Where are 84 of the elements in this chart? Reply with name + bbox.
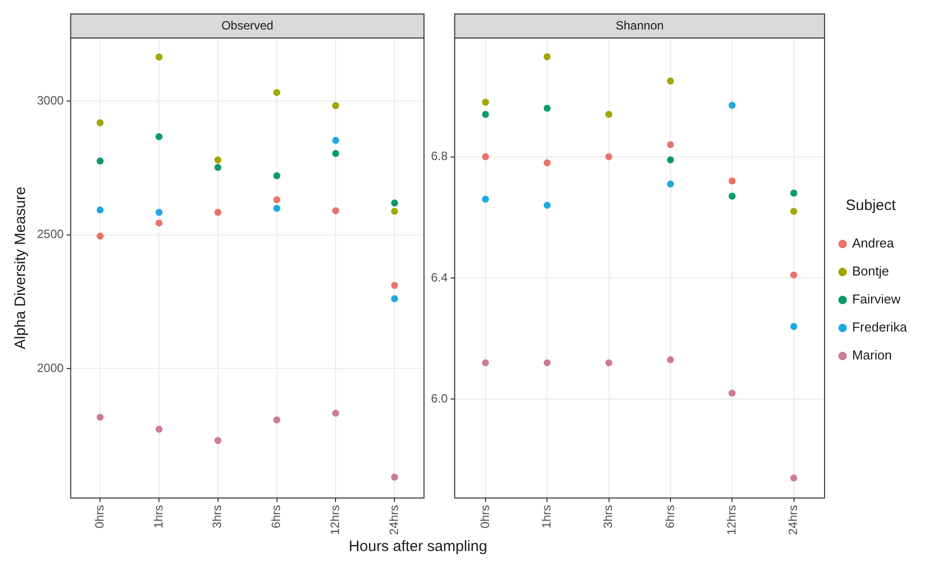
point [391,282,398,289]
point [605,110,612,118]
point [156,53,163,60]
point [544,53,551,60]
x-tick-label: 0hrs [92,504,106,528]
x-tick-label: 1hrs [151,504,166,528]
point [728,178,736,185]
x-tick-label: 3hrs [210,504,224,528]
point [214,164,222,171]
x-axis-title: Hours after sampling [348,538,488,555]
point [666,156,674,164]
point [273,172,280,180]
legend-label: Andrea [852,236,895,251]
point [790,208,798,215]
y-tick-label: 3000 [36,93,64,108]
point [332,207,340,214]
y-tick-label: 6.8 [430,149,448,164]
point [544,359,551,366]
x-tick-label: 24hrs [386,504,401,536]
point [482,196,490,203]
point [391,474,398,481]
point [391,295,398,302]
point [666,141,674,148]
point [482,98,490,106]
legend-label: Fairview [852,292,902,307]
point [605,359,612,366]
point [544,159,551,166]
legend-label: Marion [852,348,892,363]
point [728,192,736,200]
point [96,119,104,126]
point [332,150,340,158]
point [482,153,490,160]
point [96,414,104,421]
point [666,78,674,85]
x-tick-label: 6hrs [662,504,677,528]
point [391,208,398,215]
x-tick-label: 12hrs [724,504,738,536]
point [391,200,398,207]
y-axis-title: Alpha Diversity Measure [12,186,30,350]
point [156,133,163,140]
y-tick-label: 2500 [36,227,64,242]
point [273,204,280,212]
x-tick-label: 24hrs [786,504,800,536]
legend-label: Frederika [852,320,908,335]
point [96,206,104,214]
point [96,158,104,165]
point [273,416,280,424]
legend-title: Subject [846,197,897,214]
point [544,104,551,112]
point [790,322,798,330]
point [728,390,736,397]
x-tick-label: 1hrs [539,504,554,528]
point [96,232,104,240]
point [544,202,551,209]
point [332,136,340,144]
point [214,208,222,216]
point [214,436,222,444]
point [332,102,340,110]
point [156,220,163,227]
point [156,426,163,433]
point [605,153,612,160]
point [790,190,798,197]
y-tick-label: 6.4 [430,270,448,284]
x-tick-label: 0hrs [478,504,492,528]
point [482,359,490,366]
y-tick-label: 2000 [36,360,64,375]
x-tick-label: 6hrs [269,504,284,528]
point [482,110,490,118]
legend-label: Bontje [852,264,889,279]
y-tick-label: 6.0 [430,392,448,406]
x-tick-label: 3hrs [601,504,616,528]
point [273,89,280,96]
point [666,180,674,188]
chart-title: Shannon [616,18,664,32]
point [790,271,798,278]
point [214,156,222,164]
point [273,196,280,204]
chart-title: Observed [221,18,274,32]
point [332,410,340,417]
point [666,356,674,364]
x-tick-label: 12hrs [328,504,342,536]
point [156,208,163,216]
point [790,474,798,482]
point [728,102,736,109]
